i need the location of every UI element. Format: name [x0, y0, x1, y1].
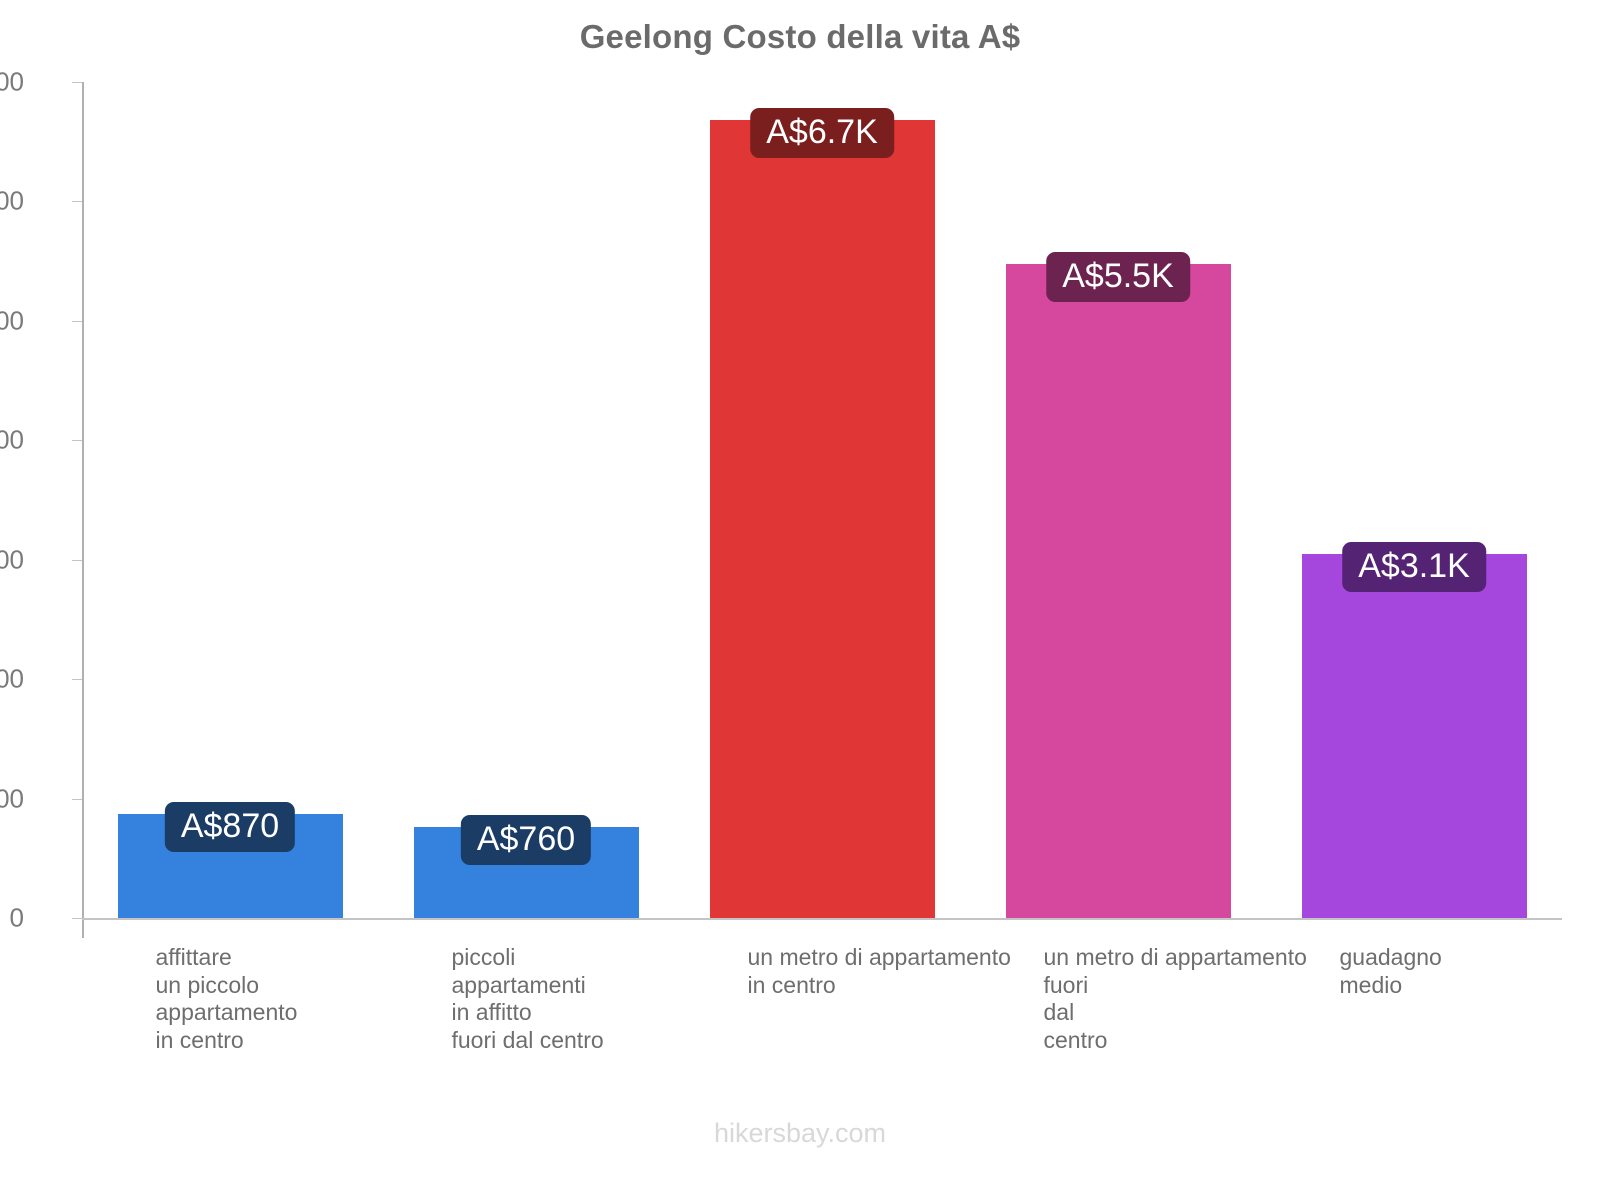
y-axis-tick-mark — [72, 201, 82, 203]
bar-group[interactable]: A$3.1K — [1301, 82, 1527, 918]
bar-value-label: A$5.5K — [1046, 251, 1190, 302]
bar-rect[interactable] — [1301, 553, 1527, 918]
y-axis-tick-label: 0 — [9, 902, 24, 933]
chart-title: Geelong Costo della vita A$ — [579, 18, 1021, 55]
y-axis-tick-mark — [72, 798, 82, 800]
y-axis-tick-label: 6000 — [0, 185, 24, 216]
y-axis-tick-mark — [72, 320, 82, 322]
footer-watermark: hikersbay.com — [713, 1118, 887, 1148]
x-axis-category-label: un metro di appartamento in centro — [747, 944, 1011, 998]
x-axis-line — [82, 918, 1562, 920]
bar-value-label: A$6.7K — [750, 108, 894, 159]
y-axis-tick-mark — [72, 82, 82, 83]
bar-value-label: A$760 — [460, 815, 592, 866]
bar-group[interactable]: A$760 — [413, 82, 639, 918]
bar-group[interactable]: A$870 — [117, 82, 343, 918]
y-axis-tick-label: 4000 — [0, 424, 24, 455]
bar-value-label: A$870 — [164, 802, 296, 853]
y-axis-tick-mark — [72, 440, 82, 442]
bar-group[interactable]: A$5.5K — [1005, 82, 1231, 918]
y-axis-line — [82, 82, 84, 938]
x-axis-category-label: piccoli appartamenti in affitto fuori da… — [451, 944, 604, 1053]
y-axis-tick-label: 3000 — [0, 544, 24, 575]
y-axis-tick-mark — [72, 918, 82, 919]
bar-value-label: A$3.1K — [1342, 541, 1486, 592]
x-axis-category-label: un metro di appartamento fuori dal centr… — [1043, 944, 1307, 1053]
y-axis-tick-label: 7000 — [0, 66, 24, 97]
y-axis-tick-label: 5000 — [0, 305, 24, 336]
x-axis-category-label: affittare un piccolo appartamento in cen… — [155, 944, 298, 1053]
bar-group[interactable]: A$6.7K — [709, 82, 935, 918]
y-axis-tick-mark — [72, 559, 82, 561]
y-axis-tick-label: 2000 — [0, 663, 24, 694]
bar-rect[interactable] — [1005, 263, 1231, 918]
bar-rect[interactable] — [709, 120, 935, 918]
x-axis-category-label: guadagno medio — [1339, 944, 1442, 998]
y-axis-tick-mark — [72, 679, 82, 681]
y-axis-tick-label: 1000 — [0, 783, 24, 814]
plot-area: 0 1000 2000 3000 4000 5000 6000 7000 A$870 A$760… — [0, 67, 1562, 938]
